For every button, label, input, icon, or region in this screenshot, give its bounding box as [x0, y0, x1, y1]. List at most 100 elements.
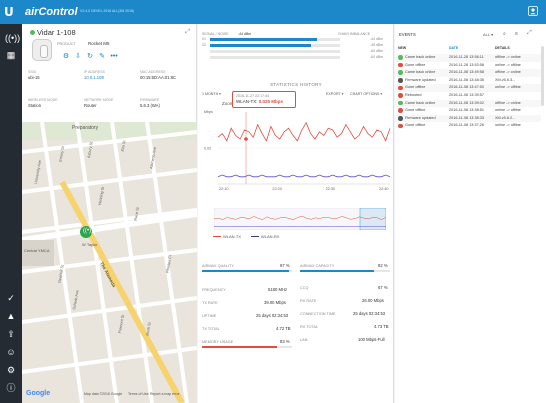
rx-total-label: RX TOTAL [300, 325, 319, 329]
device-marker-icon[interactable]: ((•)) [80, 226, 93, 238]
airmax-capacity-value: 82 % [378, 263, 388, 268]
bell-icon[interactable]: ▲ [6, 311, 16, 321]
refresh-icon[interactable]: ↻ [87, 53, 93, 60]
rx-rate-value: 26.00 Mbps [362, 298, 384, 303]
event-row[interactable]: Firmware updated 2016-11-08 13:38:33 XM.v5… [395, 114, 541, 123]
event-row[interactable]: Rebooted 2016-11-08 13:39:57 [395, 92, 541, 100]
connection-time-value: 25 days 02:34:53 [353, 311, 386, 316]
download-icon[interactable]: ⇩ [75, 53, 81, 60]
events-scrollbar[interactable] [541, 46, 544, 106]
export-button[interactable]: EXPORT ▾ [326, 92, 344, 96]
map-icon[interactable]: ▦ [6, 50, 16, 60]
map-attribution: Map data ©2016 Google [84, 392, 123, 396]
event-details: online -> offline [495, 108, 521, 113]
field-network-mode: NETWORK MODE Router [84, 98, 114, 108]
expand-icon[interactable]: ⤢ [185, 29, 190, 35]
expand-icon[interactable]: ⤢ [527, 30, 532, 36]
event-row[interactable]: Came back online 2016-11-08 13:39:02 offli… [395, 99, 541, 108]
events-header-date[interactable]: DATE [449, 46, 459, 50]
signal-bar-fill [210, 44, 312, 47]
wireless-icon[interactable]: ((•)) [5, 33, 21, 43]
event-status-icon [398, 93, 403, 98]
zoom-label: Zoom [222, 101, 234, 106]
rx-rate-label: RX RATE [300, 299, 317, 303]
info-icon[interactable]: ⓘ [6, 383, 16, 393]
filter-icon[interactable]: ≡ [515, 31, 518, 37]
period-select[interactable]: 1 MONTH ▾ [202, 92, 221, 96]
users-icon[interactable]: ☺ [6, 347, 16, 357]
event-name: Came back online [405, 70, 436, 75]
ip-address-link[interactable]: 10.0.1.108 [84, 75, 104, 80]
app-subtitle: V2.4.0 DEVEL 2016 ALL(3M 2016) [80, 9, 135, 13]
more-icon[interactable]: ••• [110, 53, 118, 60]
navigator-chart[interactable] [214, 208, 386, 230]
event-row[interactable]: Firmware updated 2016-11-08 13:48:36 XM.v5… [395, 76, 541, 85]
x-tick-label: 22:30 [326, 187, 336, 191]
event-details: XM.v5.6.2... [495, 115, 516, 120]
status-dot-icon [30, 30, 35, 35]
signal-row-value: -60 dBm [370, 49, 384, 53]
legend-wlan-rx[interactable]: WLAN-RX [251, 234, 279, 239]
event-row[interactable]: Came back online 2016-11-28 13:56:11 offli… [395, 54, 541, 62]
statistics-chart[interactable]: Mbps 0.02 22:10 22:20 22:30 22:40 [198, 108, 394, 218]
ccq-label: CCQ [300, 286, 309, 290]
settings-icon[interactable]: ⚙ [6, 365, 16, 375]
device-image [32, 39, 52, 61]
signal-row-value: -44 dBm [370, 37, 384, 41]
device-name: Vidar 1-108 [37, 28, 76, 37]
y-axis-unit: Mbps [204, 110, 213, 114]
events-filter[interactable]: ALL ▾ [483, 32, 494, 37]
chart-options-button[interactable]: CHART OPTIONS ▾ [350, 92, 383, 96]
ubiquiti-logo-icon[interactable]: U [4, 5, 14, 19]
upload-icon[interactable]: ⇪ [7, 329, 15, 339]
map-poi-ymca[interactable]: Central YMCA [24, 248, 50, 253]
lan-value: 100 Mbps-Full [358, 337, 385, 342]
map-view[interactable]: Preparatory Emory St Asbury St Elm St Un… [22, 122, 197, 403]
map-label-preparatory: Preparatory [72, 125, 99, 131]
series-line-wlan-rx [217, 174, 391, 178]
event-details: online -> offline [495, 62, 521, 67]
x-tick-label: 22:40 [379, 187, 389, 191]
map-terms-link[interactable]: Terms of Use [128, 392, 149, 396]
event-date: 2016-11-08 13:37:26 [449, 123, 484, 128]
chart-tooltip: 2016-11-27 22:17:44 WLAN-TX: 0.025 Mbps [232, 91, 296, 108]
event-status-icon [398, 123, 403, 129]
edit-icon[interactable]: ✎ [99, 53, 105, 60]
uptime-value: 25 days 02:34:53 [256, 313, 289, 318]
event-row[interactable]: Gone offline 2016-11-08 13:38:51 online ->… [395, 107, 541, 115]
event-status-icon [398, 100, 403, 106]
user-icon[interactable] [528, 6, 538, 16]
signal-bar [210, 50, 340, 53]
google-logo: Google [26, 390, 51, 397]
crosshair-point [244, 137, 248, 141]
event-details: offline -> online [495, 100, 521, 105]
field-ip-address: IP ADDRESS 10.0.1.108 [84, 70, 105, 80]
map-canvas [22, 122, 197, 403]
y-tick-label: 0.02 [204, 147, 211, 151]
events-header-new[interactable]: NEW [398, 46, 407, 50]
field-wireless-mode: WIRELESS MODE Station [28, 98, 58, 108]
signal-title: SIGNAL / NOISE [202, 32, 229, 36]
event-row[interactable]: Gone offline 2016-11-08 13:37:26 online ->… [395, 122, 541, 130]
event-row[interactable]: Gone offline 2016-11-28 13:53:58 online ->… [395, 61, 541, 70]
tx-rate-value: 39.00 Mbps [264, 300, 286, 305]
check-icon[interactable]: ✓ [7, 293, 15, 303]
legend-wlan-tx[interactable]: WLAN-TX [213, 234, 241, 239]
signal-bar [210, 38, 340, 41]
event-date: 2016-11-28 13:56:11 [449, 55, 484, 59]
event-date: 2016-11-08 13:38:51 [449, 108, 484, 113]
settings-icon[interactable]: ⚙ [62, 53, 70, 60]
airmax-quality-value: 97 % [280, 263, 290, 268]
x-tick-label: 22:10 [219, 187, 229, 191]
event-details: online -> offline [495, 85, 521, 90]
map-report-link[interactable]: Report a map error [150, 392, 180, 396]
event-date: 2016-11-28 13:53:58 [449, 62, 484, 67]
event-date: 2016-11-08 13:39:57 [449, 93, 484, 97]
event-details: offline -> online [495, 55, 521, 59]
navigator-selection [359, 208, 386, 230]
event-date: 2016-11-08 13:47:50 [449, 85, 484, 90]
events-header-details[interactable]: DETAILS [495, 46, 510, 50]
event-row[interactable]: Came back online 2016-11-08 13:49:58 offli… [395, 69, 541, 77]
event-row[interactable]: Gone offline 2016-11-08 13:47:50 online ->… [395, 84, 541, 92]
search-icon[interactable]: ⌕ [503, 31, 506, 37]
